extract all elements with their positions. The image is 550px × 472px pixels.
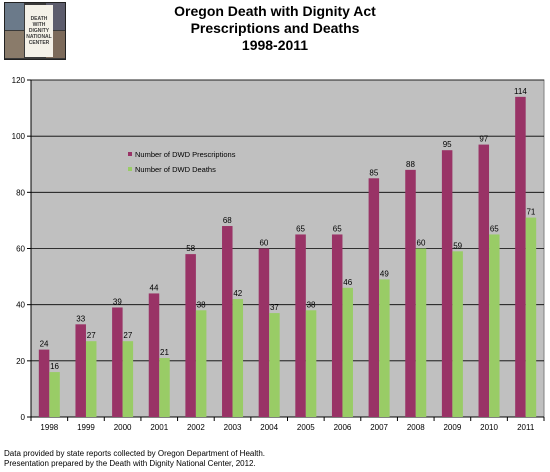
bar-prescriptions: [295, 234, 306, 417]
x-tick-label: 2006: [334, 423, 352, 432]
bar-prescriptions: [478, 144, 490, 417]
legend-swatch: [128, 167, 132, 171]
data-label: 46: [343, 278, 352, 287]
x-tick-label: 1998: [40, 423, 58, 432]
bar-deaths: [305, 310, 317, 417]
data-label: 85: [369, 168, 378, 177]
x-tick-label: 2004: [260, 423, 278, 432]
bar-deaths: [379, 279, 390, 417]
data-label: 38: [197, 300, 206, 309]
legend-label: Number of DWD Deaths: [135, 165, 216, 174]
data-label: 39: [113, 297, 122, 306]
legend-swatch: [128, 152, 132, 156]
bar-prescriptions: [405, 169, 416, 417]
x-tick-label: 2009: [443, 423, 461, 432]
data-label: 68: [223, 216, 232, 225]
bar-prescriptions: [75, 324, 86, 417]
data-label: 16: [50, 362, 59, 371]
bar-prescriptions: [112, 307, 123, 417]
data-label: 59: [453, 241, 462, 250]
y-tick-label: 20: [16, 357, 25, 366]
bar-prescriptions: [38, 349, 50, 417]
y-tick-label: 80: [16, 188, 25, 197]
bar-deaths: [415, 248, 427, 417]
y-tick-label: 0: [21, 413, 26, 422]
y-tick-label: 100: [12, 132, 26, 141]
x-tick-label: 2000: [114, 423, 132, 432]
x-tick-label: 1999: [77, 423, 95, 432]
x-tick-label: 2010: [480, 423, 498, 432]
data-label: 97: [479, 135, 488, 144]
data-label: 27: [87, 331, 96, 340]
data-label: 95: [443, 140, 452, 149]
data-label: 58: [186, 244, 195, 253]
chart-title-line-3: 1998-2011: [241, 37, 309, 53]
bar-prescriptions: [258, 248, 270, 417]
x-tick-label: 2005: [297, 423, 315, 432]
x-tick-label: 2007: [370, 423, 388, 432]
x-tick-label: 2011: [517, 423, 535, 432]
data-label: 44: [150, 283, 159, 292]
bar-prescriptions: [368, 178, 380, 417]
bar-deaths: [49, 372, 60, 417]
data-label: 38: [307, 300, 316, 309]
bar-deaths: [269, 313, 280, 417]
chart-title-line-2: Prescriptions and Deaths: [190, 20, 360, 36]
data-label: 24: [40, 340, 49, 349]
data-label: 21: [160, 348, 169, 357]
data-label: 37: [270, 303, 279, 312]
data-label: 60: [259, 239, 268, 248]
x-tick-label: 2001: [150, 423, 168, 432]
data-label: 88: [406, 160, 415, 169]
bar-deaths: [489, 234, 500, 417]
x-tick-label: 2002: [187, 423, 205, 432]
bar-deaths: [232, 299, 244, 417]
chart-title-line-1: Oregon Death with Dignity Act: [174, 3, 376, 19]
data-label: 71: [526, 208, 535, 217]
data-label: 65: [333, 224, 342, 233]
bar-prescriptions: [222, 226, 233, 417]
x-tick-label: 2008: [407, 423, 425, 432]
bar-deaths: [85, 341, 97, 417]
bar-prescriptions: [441, 150, 453, 418]
y-tick-label: 120: [12, 76, 26, 85]
footnote-source: Data provided by state reports collected…: [4, 449, 266, 458]
bar-deaths: [452, 251, 463, 417]
legend-label: Number of DWD Prescriptions: [135, 150, 236, 159]
bar-prescriptions: [185, 254, 196, 417]
bar-deaths: [195, 310, 207, 417]
bar-prescriptions: [331, 234, 343, 417]
data-label: 65: [296, 224, 305, 233]
data-label: 60: [417, 239, 426, 248]
y-tick-label: 40: [16, 301, 25, 310]
data-label: 114: [514, 87, 527, 96]
data-label: 42: [233, 289, 242, 298]
bar-deaths: [342, 287, 353, 417]
logo-text: DEATH WITH DIGNITY NATIONAL CENTER: [25, 5, 53, 57]
bar-prescriptions: [148, 293, 160, 417]
bar-deaths: [159, 358, 170, 417]
data-label: 27: [123, 331, 132, 340]
bar-prescriptions: [515, 96, 526, 417]
data-label: 49: [380, 269, 389, 278]
x-tick-label: 2003: [224, 423, 242, 432]
data-label: 65: [490, 224, 499, 233]
organization-logo: DEATH WITH DIGNITY NATIONAL CENTER: [4, 2, 66, 60]
bar-deaths: [122, 341, 134, 417]
y-tick-label: 60: [16, 245, 25, 254]
bar-chart: 0204060801001201998241619993327200039272…: [12, 76, 545, 432]
bar-deaths: [525, 217, 537, 417]
data-label: 33: [76, 314, 85, 323]
footnote-credit: Presentation prepared by the Death with …: [4, 459, 256, 468]
